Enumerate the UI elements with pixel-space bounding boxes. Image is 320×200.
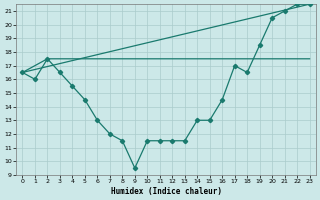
X-axis label: Humidex (Indice chaleur): Humidex (Indice chaleur) [110,187,221,196]
